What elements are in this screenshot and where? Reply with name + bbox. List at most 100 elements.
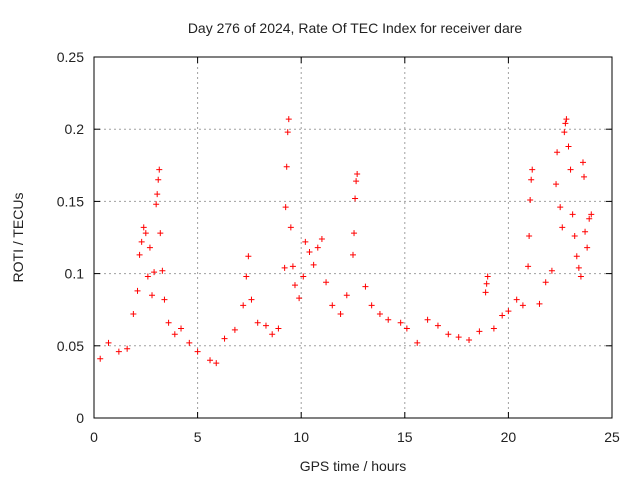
data-point: [155, 176, 162, 183]
data-point: [138, 238, 145, 245]
data-point: [296, 295, 303, 302]
data-point: [584, 244, 591, 251]
data-point: [283, 163, 290, 170]
data-point: [554, 149, 561, 156]
data-point: [351, 230, 358, 237]
data-point: [445, 331, 452, 338]
x-tick-label: 20: [501, 429, 517, 445]
data-point: [397, 319, 404, 326]
data-point: [269, 331, 276, 338]
data-point: [306, 248, 313, 255]
y-tick-label: 0: [76, 410, 84, 426]
data-point: [134, 287, 141, 294]
data-point: [376, 311, 383, 318]
data-point: [385, 316, 392, 323]
data-point: [159, 267, 166, 274]
y-axis-label: ROTI / TECUs: [10, 193, 26, 283]
data-point: [362, 283, 369, 290]
data-point: [582, 228, 589, 235]
x-tick-label: 5: [194, 429, 202, 445]
data-point: [571, 233, 578, 240]
data-point: [567, 166, 574, 173]
data-point: [484, 273, 491, 280]
data-point: [124, 345, 131, 352]
data-point: [221, 335, 228, 342]
data-point: [314, 244, 321, 251]
data-point: [575, 264, 582, 271]
data-point: [455, 334, 462, 341]
x-axis-label: GPS time / hours: [300, 458, 407, 474]
data-point: [289, 263, 296, 270]
data-point: [240, 302, 247, 309]
data-point: [178, 325, 185, 332]
data-point: [505, 308, 512, 315]
data-point: [161, 296, 168, 303]
data-point: [146, 244, 153, 251]
data-point: [130, 311, 137, 318]
data-point: [282, 204, 289, 211]
x-tick-label: 25: [604, 429, 620, 445]
data-point: [483, 280, 490, 287]
data-point: [194, 348, 201, 355]
data-point: [581, 173, 588, 180]
data-point: [243, 273, 250, 280]
data-point: [557, 204, 564, 211]
data-point: [97, 355, 104, 362]
data-point: [414, 339, 421, 346]
data-point: [207, 357, 214, 364]
data-point: [186, 339, 193, 346]
data-point: [284, 129, 291, 136]
data-point: [424, 316, 431, 323]
data-point: [573, 253, 580, 260]
data-point: [281, 264, 288, 271]
data-point: [536, 300, 543, 307]
data-point: [476, 328, 483, 335]
data-point: [171, 331, 178, 338]
data-point: [329, 302, 336, 309]
data-point: [291, 282, 298, 289]
data-point: [144, 273, 151, 280]
data-point: [140, 224, 147, 231]
data-point: [142, 230, 149, 237]
data-point: [149, 292, 156, 299]
data-point: [490, 325, 497, 332]
x-tick-label: 0: [90, 429, 98, 445]
data-point: [254, 319, 261, 326]
data-point: [287, 224, 294, 231]
data-point: [275, 325, 282, 332]
data-point: [156, 166, 163, 173]
chart-title: Day 276 of 2024, Rate Of TEC Index for r…: [188, 20, 523, 36]
data-point: [561, 129, 568, 136]
data-point: [482, 289, 489, 296]
data-point: [154, 191, 161, 198]
data-point: [157, 230, 164, 237]
data-point: [529, 166, 536, 173]
grid-lines: [94, 57, 612, 418]
data-point: [231, 326, 238, 333]
data-point: [165, 319, 172, 326]
data-point: [586, 215, 593, 222]
y-tick-label: 0.25: [57, 49, 84, 65]
data-point: [318, 235, 325, 242]
data-point: [302, 238, 309, 245]
data-point: [353, 178, 360, 185]
data-point: [528, 176, 535, 183]
data-point: [499, 312, 506, 319]
plot-frame: [93, 56, 613, 419]
data-point: [105, 339, 112, 346]
data-point: [565, 143, 572, 150]
data-point: [403, 325, 410, 332]
data-point: [563, 116, 570, 123]
data-point: [542, 279, 549, 286]
data-point: [519, 302, 526, 309]
data-point: [588, 211, 595, 218]
y-tick-label: 0.2: [65, 121, 85, 137]
data-point: [213, 360, 220, 367]
x-tick-label: 10: [293, 429, 309, 445]
data-point: [553, 181, 560, 188]
data-point: [350, 251, 356, 258]
data-point: [285, 116, 292, 123]
axis-ticks: 0 5 10 15 20 25 0 0.05 0.1 0.15 0.2 0.25: [57, 49, 620, 445]
